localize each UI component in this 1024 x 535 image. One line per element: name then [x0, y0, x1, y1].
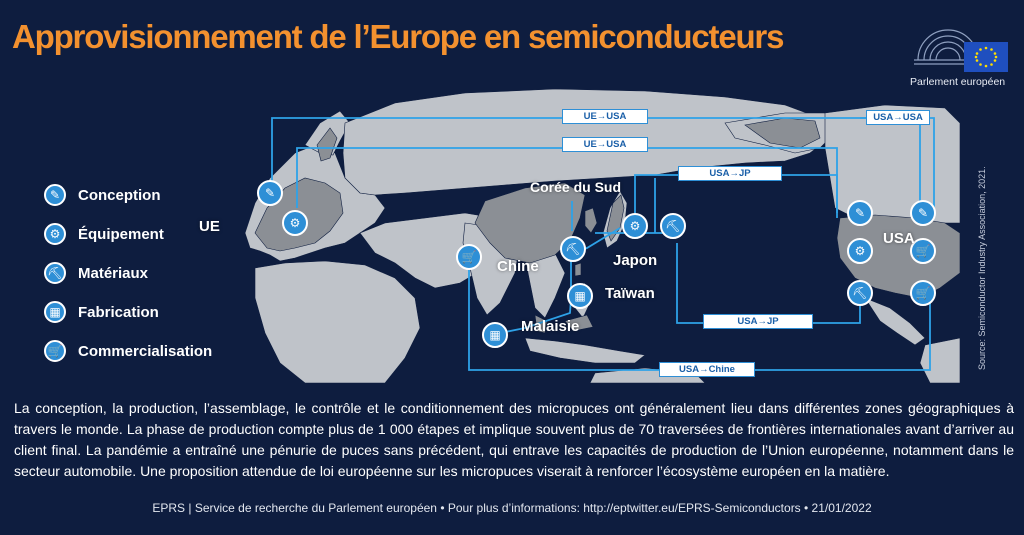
- region-label-taiwan: Taïwan: [605, 285, 655, 302]
- legend-item-fabrication: ▦ Fabrication: [44, 299, 212, 325]
- world-map: [225, 83, 960, 383]
- shopping-cart-icon: 🛒: [915, 286, 931, 300]
- china-materials-node: ⛏: [560, 236, 586, 262]
- legend-label: Fabrication: [78, 303, 159, 321]
- japan-materials-node: ⛏: [660, 213, 686, 239]
- route-line-usa-jp-1: [634, 174, 838, 218]
- africa-land: [254, 260, 421, 383]
- legend-label: Équipement: [78, 225, 164, 243]
- usa-conception-node-1: ✎: [847, 200, 873, 226]
- route-line-usa-jp-2: [676, 243, 861, 324]
- legend-label: Commercialisation: [78, 342, 213, 360]
- factory-icon: ▦: [574, 289, 586, 303]
- factory-icon: ▦: [489, 328, 501, 342]
- pencil-ruler-icon: ✎: [44, 184, 66, 206]
- body-text: La conception, la production, l’assembla…: [14, 400, 1014, 479]
- mining-truck-icon: ⛏: [852, 286, 868, 300]
- se-asia-land: [524, 252, 566, 319]
- pencil-ruler-icon: ✎: [917, 206, 929, 220]
- legend-item-conception: ✎ Conception: [44, 182, 212, 208]
- region-label-usa: USA: [883, 230, 915, 247]
- parliament-logo: [900, 14, 1015, 94]
- region-label-malaysia: Malaisie: [521, 318, 580, 335]
- legend-item-commercialisation: 🛒 Commercialisation: [44, 338, 212, 364]
- malaysia-highlight: [534, 314, 548, 334]
- robot-arm-icon: ⚙: [289, 216, 301, 230]
- mining-truck-icon: ⛏: [665, 219, 681, 233]
- mining-truck-icon: ⛏: [565, 242, 581, 256]
- robot-arm-icon: ⚙: [629, 219, 641, 233]
- route-tag-eu-usa-1: UE→USA: [562, 109, 648, 124]
- pencil-ruler-icon: ✎: [854, 206, 866, 220]
- region-label-eu: UE: [199, 218, 220, 235]
- korea-highlight: [584, 207, 598, 234]
- legend-item-materiaux: ⛏ Matériaux: [44, 260, 212, 286]
- indonesia-land: [524, 337, 646, 364]
- route-tag-usa-china: USA→Chine: [659, 362, 755, 377]
- route-tag-usa-jp-1: USA→JP: [678, 166, 782, 181]
- japan-equipment-node: ⚙: [622, 213, 648, 239]
- usa-materials-node: ⛏: [847, 280, 873, 306]
- mining-truck-icon: ⛏: [44, 262, 66, 284]
- legend-item-equipement: ⚙ Équipement: [44, 221, 212, 247]
- factory-icon: ▦: [44, 301, 66, 323]
- route-tag-usa-usa: USA→USA: [866, 110, 930, 125]
- south-america-land: [919, 337, 960, 383]
- usa-commercial-node-2: 🛒: [910, 280, 936, 306]
- taiwan-fabrication-node: ▦: [567, 283, 593, 309]
- pencil-ruler-icon: ✎: [264, 186, 276, 200]
- page-title: Approvisionnement de l’Europe en semicon…: [12, 18, 784, 55]
- usa-commercial-node-1: 🛒: [910, 238, 936, 264]
- usa-conception-node-2: ✎: [910, 200, 936, 226]
- region-label-japan: Japon: [613, 252, 658, 269]
- borneo-malaysia-highlight: [564, 314, 594, 332]
- taiwan-highlight: [574, 262, 582, 277]
- robot-arm-icon: ⚙: [44, 223, 66, 245]
- eu-conception-node: ✎: [257, 180, 283, 206]
- legend-label: Conception: [78, 186, 161, 204]
- legend-label: Matériaux: [78, 264, 149, 282]
- region-label-china: Chine: [497, 258, 539, 275]
- route-tag-eu-usa-2: UE→USA: [562, 137, 648, 152]
- shopping-cart-icon: 🛒: [915, 244, 931, 258]
- footer: EPRS | Service de recherche du Parlement…: [152, 501, 872, 515]
- malaysia-fabrication-node: ▦: [482, 322, 508, 348]
- shopping-cart-icon: 🛒: [44, 340, 66, 362]
- robot-arm-icon: ⚙: [854, 244, 866, 258]
- source-note: Source: Semiconductor Industry Associati…: [977, 166, 987, 370]
- central-america-land: [864, 297, 926, 346]
- eu-equipment-node: ⚙: [282, 210, 308, 236]
- parliament-name: Parlement européen: [910, 76, 1006, 88]
- china-commercial-node: 🛒: [456, 244, 482, 270]
- shopping-cart-icon: 🛒: [461, 250, 477, 264]
- usa-equipment-node: ⚙: [847, 238, 873, 264]
- legend: ✎ Conception ⚙ Équipement ⛏ Matériaux ▦ …: [44, 182, 212, 377]
- route-tag-usa-jp-2: USA→JP: [703, 314, 813, 329]
- map-svg: [244, 88, 960, 383]
- region-label-korea: Corée du Sud: [530, 179, 622, 195]
